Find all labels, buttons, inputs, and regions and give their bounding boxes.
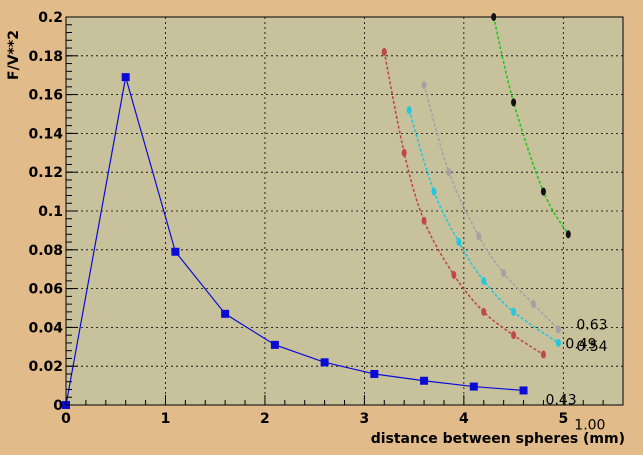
data-point (421, 216, 427, 225)
y-tick-label: 0.02 (28, 359, 63, 375)
data-point (540, 350, 546, 359)
series-0.49 (381, 47, 546, 359)
data-point (431, 187, 437, 196)
x-axis-title: distance between spheres (mm) (371, 431, 625, 447)
series-layer (62, 13, 571, 409)
x-tick-label: 3 (360, 411, 370, 427)
data-point (481, 276, 487, 285)
x-tick-label: 1 (161, 411, 171, 427)
data-point (421, 80, 427, 89)
data-point (469, 382, 478, 391)
series-label-layer: 0.43 0.490.54 0.63 1.00 (546, 317, 608, 433)
y-tick-label: 0.16 (28, 88, 63, 104)
plot-area (65, 16, 624, 406)
data-point (270, 340, 279, 349)
series-1.00 (491, 13, 571, 239)
data-point (519, 386, 528, 395)
y-tick-label: 0.08 (28, 243, 63, 259)
data-point (451, 271, 457, 280)
series-label: 0.54 (576, 339, 607, 355)
data-point (221, 309, 230, 318)
series-line (423, 84, 559, 330)
data-point (456, 238, 462, 247)
series-line (65, 76, 524, 406)
y-tick-label: 0.12 (28, 165, 63, 181)
y-tick-label: 0.18 (28, 49, 63, 65)
data-point (370, 369, 379, 378)
series-line (408, 109, 559, 344)
data-point (406, 106, 412, 115)
y-tick-label: 0.04 (28, 320, 63, 336)
series-label: 0.43 (546, 392, 577, 408)
x-tick-label: 2 (260, 411, 270, 427)
y-axis-title: F/V**2 (6, 30, 22, 80)
data-point (565, 230, 571, 239)
data-point (511, 331, 517, 340)
series-0.63 (421, 80, 561, 334)
x-tick-label: 0 (61, 411, 71, 427)
x-tick-label: 5 (558, 411, 568, 427)
data-point (320, 358, 329, 367)
y-tick-label: 0.14 (28, 126, 63, 142)
data-point (511, 307, 517, 316)
data-point (476, 232, 482, 241)
data-point (420, 376, 429, 385)
data-point (401, 148, 407, 157)
y-tick-label: 0 (53, 398, 63, 414)
series-0.54 (406, 106, 561, 347)
tick-layer: 0 1 2 3 4 5 0 0.02 0.04 0.06 0.08 0.1 0.12 0.14 0.16 0.… (28, 10, 604, 427)
y-tick-label: 0.06 (28, 282, 63, 298)
y-tick-label: 0.1 (38, 204, 63, 220)
data-point (446, 168, 452, 177)
y-tick-label: 0.2 (38, 10, 63, 26)
series-label: 0.63 (576, 317, 607, 333)
data-point (481, 307, 487, 316)
data-point (121, 73, 130, 82)
data-point (540, 187, 546, 196)
x-tick-label: 4 (459, 411, 469, 427)
data-point (381, 47, 387, 56)
series-label: 1.00 (574, 417, 605, 433)
data-point (171, 247, 180, 256)
series-label: 0.49 (565, 337, 596, 353)
data-point (511, 98, 517, 107)
data-point (501, 269, 507, 278)
data-point (555, 338, 561, 347)
data-point (491, 13, 497, 21)
data-point (530, 300, 536, 309)
series-line (492, 16, 569, 235)
data-point (555, 325, 561, 334)
